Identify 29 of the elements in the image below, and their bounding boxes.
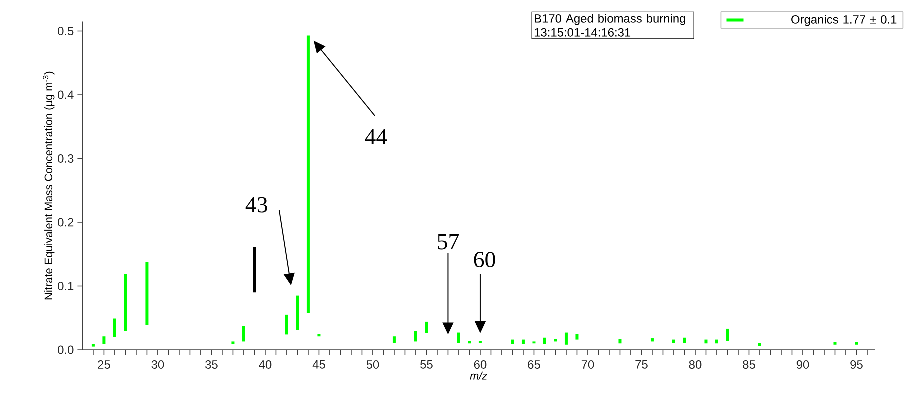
x-axis-title: m/z bbox=[470, 372, 488, 380]
x-tick-label: 90 bbox=[796, 360, 810, 369]
x-tick-label: 75 bbox=[636, 360, 648, 369]
x-tick-label: 70 bbox=[582, 360, 594, 369]
y-tick-label: 0.2 bbox=[58, 218, 74, 227]
annotation: 44 bbox=[365, 129, 388, 145]
x-tick-label: 55 bbox=[420, 360, 433, 369]
annotation: 60 bbox=[474, 252, 496, 268]
x-tick-label: 30 bbox=[152, 360, 164, 369]
text: Organics 1.77 ± 0.1 bbox=[792, 15, 897, 26]
x-tick-label: 80 bbox=[689, 360, 702, 369]
y-tick-label: 0.1 bbox=[58, 282, 74, 290]
y-tick-label: 0.4 bbox=[58, 90, 74, 100]
annotation: B170 Aged biomass burning 13:15:01-14:16:31 bbox=[534, 14, 686, 37]
x-tick-label: 25 bbox=[98, 360, 110, 369]
x-tick-label: 40 bbox=[259, 360, 272, 369]
annotation: 57 bbox=[438, 234, 460, 250]
y-tick-label: 0.0 bbox=[58, 346, 74, 354]
x-tick-label: 65 bbox=[528, 360, 540, 369]
x-tick-label: 95 bbox=[850, 360, 863, 369]
annotation: 43 bbox=[246, 197, 268, 213]
y-axis-title: Nitrate Equivalent Mass Concentration (µg m$^{-3}$) bbox=[43, 72, 55, 300]
x-tick-label: 35 bbox=[206, 360, 218, 369]
x-tick-label: 60 bbox=[474, 360, 487, 369]
x-tick-label: 85 bbox=[743, 360, 756, 369]
x-tick-label: 50 bbox=[366, 360, 380, 369]
x-tick-label: 45 bbox=[312, 360, 326, 369]
y-tick-label: 0.3 bbox=[58, 154, 74, 163]
y-tick-label: 0.5 bbox=[58, 27, 74, 36]
